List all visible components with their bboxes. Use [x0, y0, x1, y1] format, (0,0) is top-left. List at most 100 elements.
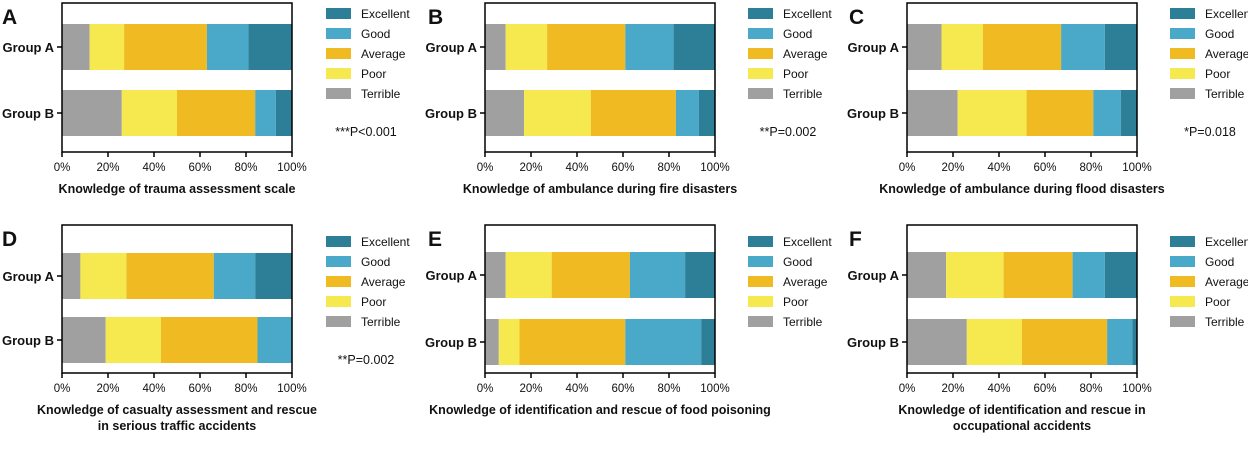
legend-label-c-average: Average [1205, 47, 1248, 61]
bar-e-group-b-average [519, 319, 626, 365]
bar-e-group-b-poor [498, 319, 520, 365]
x-tick-label-b-2: 40% [565, 162, 588, 174]
bar-f-group-a-excellent [1104, 252, 1137, 298]
x-tick-label-e-2: 40% [565, 383, 588, 395]
legend-swatch-f-terrible [1170, 316, 1195, 327]
bar-c-group-b-poor [957, 90, 1027, 136]
bar-f-group-a-terrible [907, 252, 947, 298]
y-tick-label-e-1: Group B [425, 335, 477, 350]
bar-b-group-b-good [675, 90, 699, 136]
x-tick-label-e-5: 100% [700, 383, 729, 395]
y-tick-label-d-0: Group A [2, 269, 54, 284]
bar-b-group-b-excellent [698, 90, 715, 136]
bar-a-group-b-average [177, 90, 256, 136]
legend-swatch-d-terrible [326, 316, 351, 327]
legend-swatch-d-excellent [326, 236, 351, 247]
bar-f-group-a-poor [946, 252, 1004, 298]
y-tick-label-a-1: Group B [2, 106, 54, 121]
plot-frame-c [906, 2, 1138, 153]
bar-c-group-b-good [1093, 90, 1121, 136]
y-tick-label-c-0: Group A [847, 40, 899, 55]
p-value-annotation-a: ***P<0.001 [335, 125, 397, 139]
x-axis-label-f: Knowledge of identification and rescue i… [898, 403, 1145, 417]
bar-f-group-b-good [1107, 319, 1133, 365]
legend-swatch-c-average [1170, 48, 1195, 59]
legend-swatch-d-poor [326, 296, 351, 307]
bar-c-group-a-poor [941, 24, 983, 70]
x-axis-label-a: Knowledge of trauma assessment scale [59, 182, 296, 196]
bar-d-group-b-poor [105, 317, 161, 363]
legend-label-b-excellent: Excellent [783, 7, 832, 21]
bar-f-group-a-good [1072, 252, 1105, 298]
x-tick-label-d-0: 0% [54, 383, 71, 395]
bar-c-group-b-excellent [1120, 90, 1137, 136]
bar-a-group-a-terrible [62, 24, 90, 70]
bar-d-group-a-good [213, 253, 256, 299]
x-axis-label-b: Knowledge of ambulance during fire disas… [463, 182, 737, 196]
legend-label-f-terrible: Terrible [1205, 315, 1245, 329]
bar-b-group-a-poor [505, 24, 548, 70]
bar-c-group-a-terrible [907, 24, 942, 70]
x-axis-label-f-line2: occupational accidents [953, 419, 1091, 433]
legend-swatch-b-good [748, 28, 773, 39]
legend-swatch-e-good [748, 256, 773, 267]
y-tick-label-c-1: Group B [847, 106, 899, 121]
bar-c-group-b-terrible [907, 90, 958, 136]
legend-label-a-poor: Poor [361, 67, 386, 81]
x-tick-label-d-1: 20% [96, 383, 119, 395]
legend-swatch-f-poor [1170, 296, 1195, 307]
legend-label-f-average: Average [1205, 275, 1248, 289]
legend-swatch-b-excellent [748, 8, 773, 19]
legend-swatch-f-good [1170, 256, 1195, 267]
legend-swatch-e-terrible [748, 316, 773, 327]
bar-f-group-a-average [1003, 252, 1073, 298]
x-tick-label-b-0: 0% [477, 162, 494, 174]
bar-e-group-b-good [625, 319, 702, 365]
x-tick-label-e-0: 0% [477, 383, 494, 395]
plot-frame-f [906, 224, 1138, 374]
x-tick-label-a-4: 80% [234, 162, 257, 174]
legend-label-c-good: Good [1205, 27, 1234, 41]
bar-e-group-a-excellent [685, 252, 715, 298]
legend-swatch-a-poor [326, 68, 351, 79]
y-tick-label-f-0: Group A [847, 268, 899, 283]
bar-b-group-b-terrible [485, 90, 525, 136]
bar-e-group-a-average [551, 252, 630, 298]
legend-swatch-f-excellent [1170, 236, 1195, 247]
x-tick-label-f-4: 80% [1079, 383, 1102, 395]
panel-letter-c: C [849, 6, 864, 29]
bar-a-group-a-excellent [248, 24, 292, 70]
x-tick-label-f-0: 0% [899, 383, 916, 395]
p-value-annotation-d: **P=0.002 [338, 353, 395, 367]
panel-letter-a: A [2, 6, 17, 29]
x-tick-label-a-5: 100% [277, 162, 306, 174]
x-axis-label-c: Knowledge of ambulance during flood disa… [879, 182, 1164, 196]
bar-a-group-b-excellent [275, 90, 292, 136]
bar-f-group-b-terrible [907, 319, 967, 365]
x-tick-label-e-3: 60% [611, 383, 634, 395]
bar-a-group-a-poor [89, 24, 125, 70]
legend-label-d-average: Average [361, 275, 406, 289]
bar-d-group-a-average [126, 253, 214, 299]
bar-b-group-b-average [590, 90, 676, 136]
legend-swatch-d-average [326, 276, 351, 287]
legend-swatch-c-terrible [1170, 88, 1195, 99]
y-tick-label-d-1: Group B [2, 333, 54, 348]
legend-label-a-average: Average [361, 47, 406, 61]
x-tick-label-c-0: 0% [899, 162, 916, 174]
x-tick-label-a-3: 60% [188, 162, 211, 174]
bar-e-group-a-poor [505, 252, 552, 298]
bar-c-group-b-average [1026, 90, 1094, 136]
plot-frame-b [484, 2, 716, 153]
legend-label-a-excellent: Excellent [361, 7, 410, 21]
legend-swatch-c-good [1170, 28, 1195, 39]
x-tick-label-c-5: 100% [1122, 162, 1151, 174]
x-tick-label-f-3: 60% [1033, 383, 1056, 395]
bar-e-group-a-terrible [485, 252, 506, 298]
legend-swatch-c-excellent [1170, 8, 1195, 19]
x-tick-label-e-1: 20% [519, 383, 542, 395]
legend-label-c-terrible: Terrible [1205, 87, 1245, 101]
bar-d-group-b-average [160, 317, 258, 363]
legend-label-a-terrible: Terrible [361, 87, 401, 101]
legend-label-c-excellent: Excellent [1205, 7, 1248, 21]
